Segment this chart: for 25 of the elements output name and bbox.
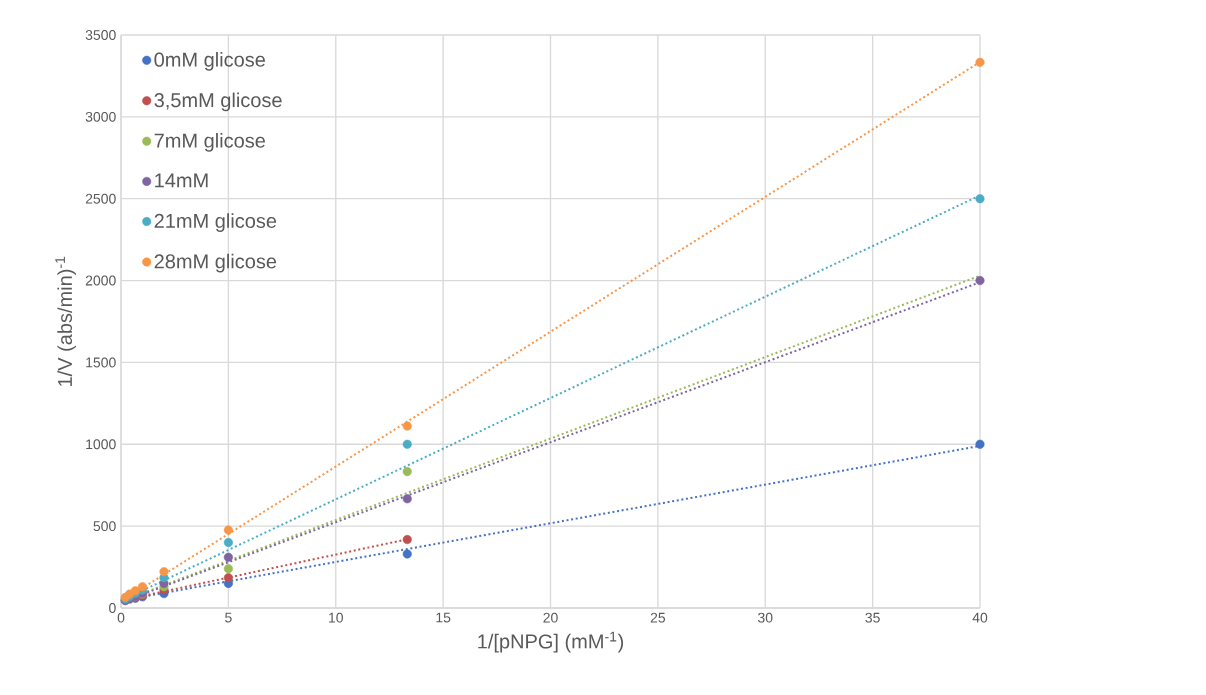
x-tick-label: 20 [543, 612, 558, 623]
y-tick-label: 1500 [86, 357, 116, 368]
legend-label: 14mM [155, 173, 208, 188]
y-tick-label: 0 [109, 603, 116, 613]
x-tick-label: 25 [650, 612, 666, 623]
legend-label: 3,5mM glicose [154, 92, 282, 112]
y-axis-title: 1/V (abs/min)$^{-1}$ [55, 256, 76, 386]
x-tick-label: 10 [329, 612, 343, 623]
legend-label: 21mM glicose [154, 213, 277, 232]
y-tick-label: 1000 [86, 439, 116, 450]
x-tick-label: 15 [436, 612, 451, 623]
x-tick-label: 40 [972, 612, 988, 623]
legend-label: 7mM glicose [154, 133, 265, 152]
legend-label: 28mM glicose [154, 253, 277, 273]
x-tick-label: 0 [117, 612, 125, 623]
x-tick-label: 30 [757, 612, 773, 623]
legend-label: 0mM glicose [154, 52, 265, 71]
x-tick-label: 35 [865, 612, 880, 623]
x-axis-title: 1/[pNPG] (mM$^{-1}$) [478, 631, 624, 653]
y-tick-label: 500 [93, 521, 116, 532]
y-tick-label: 2500 [85, 193, 116, 204]
x-tick-label: 5 [225, 612, 232, 623]
y-tick-label: 3500 [85, 30, 116, 40]
y-tick-label: 3000 [85, 111, 116, 122]
y-tick-label: 2000 [85, 275, 116, 286]
